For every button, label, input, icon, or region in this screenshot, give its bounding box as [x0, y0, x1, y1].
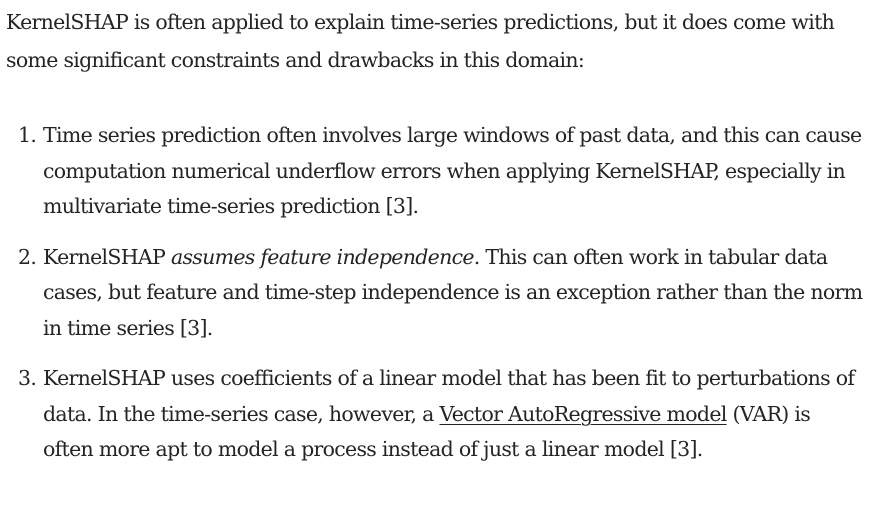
list-item-number: 1. [18, 123, 37, 147]
list-item-number: 3. [18, 366, 37, 390]
list-item: 2. KernelSHAP assumes feature independen… [6, 240, 864, 347]
list-item-text-after: . This can often work in tabular data ca… [43, 244, 863, 340]
list-item-text: Time series prediction often involves la… [43, 123, 862, 218]
list-item: 3. KernelSHAP uses coefficients of a lin… [6, 361, 864, 468]
list-item-number: 2. [18, 244, 37, 269]
list-item-text-after: (VAR) is often more apt to model a proce… [43, 401, 811, 462]
drawbacks-list: 1. Time series prediction often involves… [6, 118, 864, 483]
var-model-link[interactable]: Vector AutoRegressive model [439, 401, 727, 426]
intro-paragraph: KernelSHAP is often applied to explain t… [6, 10, 835, 72]
emphasized-text: assumes feature independence [170, 244, 475, 269]
list-item-text-before: KernelSHAP [43, 244, 171, 269]
article-body: KernelSHAP is often applied to explain t… [6, 0, 864, 461]
list-item-text-before: KernelSHAP uses coefficients of a linear… [43, 366, 855, 426]
list-item: 1. Time series prediction often involves… [6, 118, 864, 225]
